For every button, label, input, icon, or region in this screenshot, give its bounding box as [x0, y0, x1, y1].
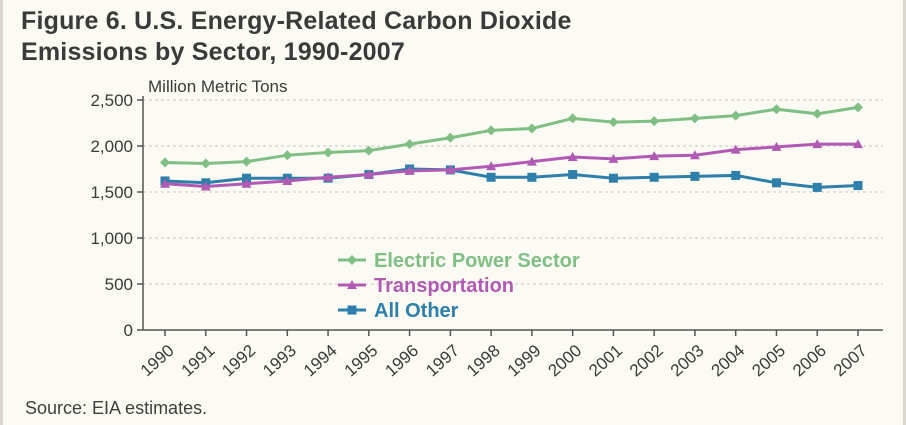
x-tick-label: 1995	[341, 341, 382, 380]
series-transportation	[160, 139, 863, 191]
x-tick-label: 2000	[544, 341, 585, 380]
series-electric-power-sector	[160, 102, 863, 169]
x-tick-label: 2006	[789, 341, 830, 380]
data-point	[241, 178, 252, 188]
x-tick-label: 1999	[504, 341, 545, 380]
data-point	[730, 144, 741, 154]
data-point	[347, 305, 357, 315]
x-tick-label: 2007	[830, 341, 871, 380]
data-point	[812, 108, 823, 119]
chart-title-line-1: Figure 6. U.S. Energy-Related Carbon Dio…	[21, 7, 572, 35]
series-line	[164, 105, 859, 165]
series-line	[164, 167, 859, 189]
y-tick-label: 2,000	[90, 137, 133, 156]
data-point	[160, 178, 170, 188]
data-point	[347, 280, 357, 289]
data-point	[200, 158, 211, 169]
data-point	[486, 125, 497, 136]
x-tick-label: 1996	[381, 341, 422, 380]
x-tick-label: 1991	[178, 341, 219, 380]
data-point	[526, 156, 537, 166]
x-tick-label: 2002	[626, 341, 667, 380]
series-line	[164, 142, 858, 188]
legend-label: All Other	[374, 300, 459, 322]
x-tick-label: 1990	[137, 341, 178, 380]
line-chart: Million Metric Tons 0 500 1,000 1,500 2,000 2…	[90, 77, 883, 380]
data-point	[527, 172, 537, 182]
y-tick-label: 500	[105, 275, 133, 294]
data-point	[567, 152, 578, 162]
x-tick-label: 1998	[463, 341, 504, 380]
data-point	[282, 175, 293, 185]
data-point	[731, 170, 741, 180]
series-all-other	[160, 164, 863, 192]
source-note: Source: EIA estimates.	[25, 398, 208, 418]
axes	[137, 96, 883, 336]
data-point	[771, 104, 782, 115]
data-point	[853, 139, 863, 149]
data-point	[608, 173, 618, 183]
data-point	[812, 182, 822, 192]
legend-item: Electric Power Sector	[338, 250, 580, 272]
chart-title: Figure 6. U.S. Energy-Related Carbon Dio…	[21, 6, 572, 68]
data-point	[608, 153, 619, 163]
data-point	[323, 172, 334, 182]
data-point	[445, 132, 456, 143]
y-tick-label: 1,500	[90, 183, 133, 202]
data-point	[608, 117, 619, 128]
legend: Electric Power Sector Transportation All O…	[338, 250, 580, 322]
x-tick-labels: 1990 1991 1992 1993 1994 1995 1996 1997 1998 1999…	[137, 341, 871, 380]
data-point	[363, 145, 374, 156]
data-point	[649, 151, 660, 161]
data-series	[160, 102, 863, 192]
data-point	[404, 139, 415, 150]
data-point	[486, 172, 496, 182]
x-tick-label: 2003	[667, 341, 708, 380]
data-point	[242, 173, 252, 183]
data-point	[853, 102, 863, 113]
data-point	[689, 150, 700, 160]
y-tick-labels: 0 500 1,000 1,500 2,000 2,500	[90, 91, 133, 340]
y-axis-label: Million Metric Tons	[148, 77, 288, 96]
data-point	[649, 116, 660, 127]
legend-item: All Other	[338, 300, 459, 322]
legend-label: Transportation	[374, 275, 514, 297]
data-point	[200, 181, 211, 191]
x-tick-label: 1997	[422, 341, 463, 380]
data-point	[323, 147, 334, 158]
data-point	[689, 113, 700, 124]
data-point	[347, 255, 357, 265]
x-tick-label: 2001	[585, 341, 626, 380]
x-tick-label: 2005	[748, 341, 789, 380]
legend-label: Electric Power Sector	[374, 250, 580, 272]
x-tick-label: 1992	[218, 341, 259, 380]
y-tick-label: 2,500	[90, 91, 133, 110]
x-tick-label: 1994	[300, 341, 341, 380]
y-tick-label: 1,000	[90, 229, 133, 248]
data-point	[812, 139, 823, 149]
data-point	[526, 123, 537, 134]
data-point	[282, 150, 293, 161]
data-point	[160, 157, 170, 168]
x-tick-label: 1993	[259, 341, 300, 380]
data-point	[730, 110, 741, 121]
data-point	[404, 165, 415, 175]
data-point	[853, 181, 863, 191]
data-point	[363, 169, 374, 179]
x-tick-label: 2004	[708, 341, 749, 380]
data-point	[771, 141, 782, 151]
data-point	[771, 178, 781, 188]
chart-title-line-2: Emissions by Sector, 1990-2007	[21, 38, 405, 66]
data-point	[445, 164, 456, 174]
data-point	[567, 113, 578, 124]
data-point	[568, 170, 578, 180]
y-tick-label: 0	[124, 321, 133, 340]
legend-item: Transportation	[338, 275, 514, 297]
data-point	[486, 161, 497, 171]
data-point	[241, 156, 252, 167]
data-point	[649, 172, 659, 182]
data-point	[690, 171, 700, 181]
